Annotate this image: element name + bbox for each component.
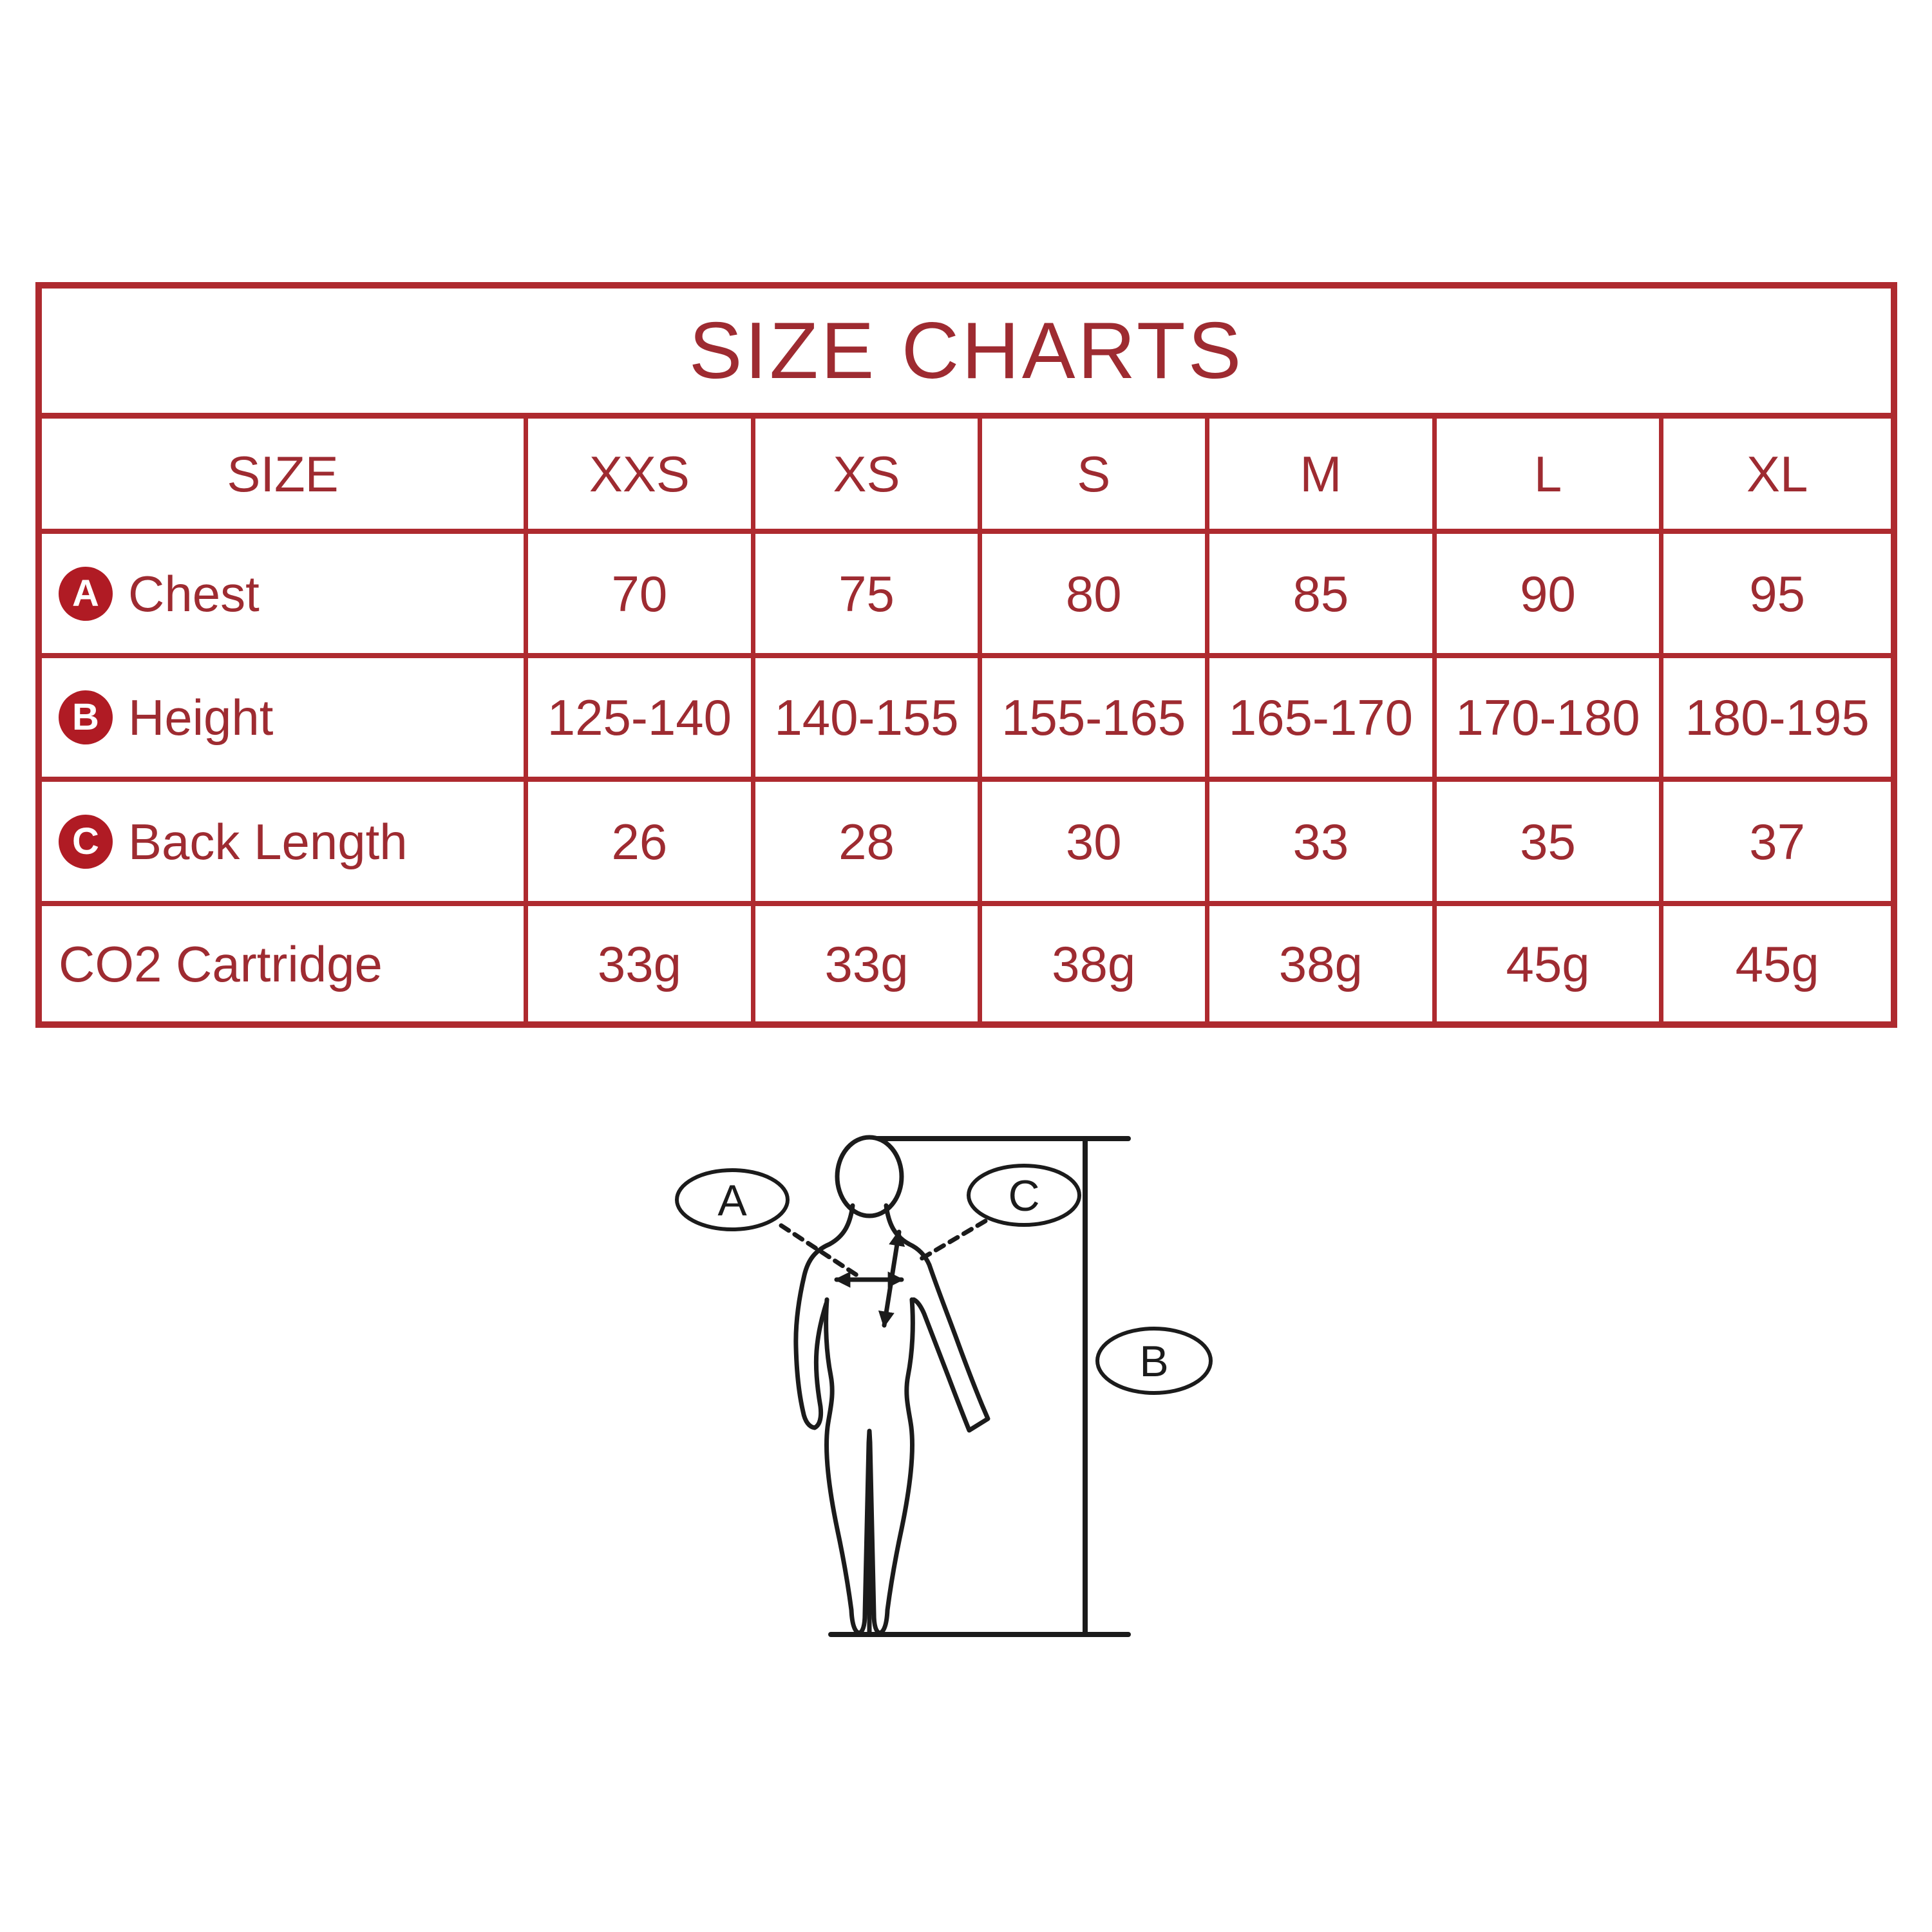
header-l: L bbox=[1436, 419, 1664, 534]
cell-height-xxs: 125-140 bbox=[528, 658, 755, 782]
cell-height-l: 170-180 bbox=[1436, 658, 1664, 782]
cell-chest-l: 90 bbox=[1436, 534, 1664, 658]
back-length-measure-arrow bbox=[878, 1229, 905, 1328]
size-chart-table: SIZE CHARTS SIZE XXS XS S M L XL A Chest… bbox=[35, 282, 1897, 1028]
mannequin-head bbox=[835, 1135, 904, 1218]
label-c-ellipse: C bbox=[967, 1164, 1081, 1227]
label-c-text: C bbox=[1008, 1171, 1039, 1220]
label-b-ellipse: B bbox=[1095, 1327, 1213, 1395]
mannequin-right-arm bbox=[884, 1203, 990, 1433]
row-label-text: Height bbox=[128, 689, 274, 746]
table-title: SIZE CHARTS bbox=[42, 289, 1891, 419]
pointer-line-a bbox=[779, 1223, 862, 1280]
label-b-text: B bbox=[1139, 1337, 1168, 1386]
header-xs: XS bbox=[755, 419, 983, 534]
pointer-line-c bbox=[917, 1218, 988, 1262]
cell-chest-xxs: 70 bbox=[528, 534, 755, 658]
row-label-co2-cartridge: CO2 Cartridge bbox=[42, 906, 529, 1021]
header-m: M bbox=[1209, 419, 1437, 534]
row-label-height: B Height bbox=[42, 658, 529, 782]
header-s: S bbox=[982, 419, 1210, 534]
mannequin-figure bbox=[793, 1135, 990, 1636]
badge-a: A bbox=[59, 566, 113, 621]
row-label-text: CO2 Cartridge bbox=[59, 935, 383, 992]
header-size: SIZE bbox=[42, 419, 529, 534]
row-label-text: Back Length bbox=[128, 813, 408, 870]
cell-co2-l: 45g bbox=[1437, 906, 1664, 1021]
measurement-diagram: A C B bbox=[675, 1135, 1213, 1637]
header-xl: XL bbox=[1663, 419, 1891, 534]
badge-b: B bbox=[59, 690, 113, 744]
cell-co2-xs: 33g bbox=[755, 906, 983, 1021]
cell-back-m: 33 bbox=[1209, 782, 1437, 906]
cell-back-xl: 37 bbox=[1663, 782, 1891, 906]
cell-height-m: 165-170 bbox=[1209, 658, 1437, 782]
cell-chest-xs: 75 bbox=[755, 534, 983, 658]
cell-co2-xl: 45g bbox=[1735, 935, 1819, 992]
cell-chest-xl: 95 bbox=[1663, 534, 1891, 658]
label-a-ellipse: A bbox=[675, 1168, 790, 1231]
cell-height-s: 155-165 bbox=[982, 658, 1210, 782]
cell-co2-m: 38g bbox=[1209, 906, 1437, 1021]
cell-back-xs: 28 bbox=[755, 782, 983, 906]
row-label-back-length: C Back Length bbox=[42, 782, 529, 906]
label-a-text: A bbox=[717, 1176, 747, 1225]
badge-c: C bbox=[59, 814, 113, 869]
cell-back-s: 30 bbox=[982, 782, 1210, 906]
cell-chest-s: 80 bbox=[982, 534, 1210, 658]
row-label-text: Chest bbox=[128, 565, 260, 622]
cell-back-xxs: 26 bbox=[528, 782, 755, 906]
header-xxs: XXS bbox=[528, 419, 755, 534]
row-label-chest: A Chest bbox=[42, 534, 529, 658]
cell-height-xs: 140-155 bbox=[755, 658, 983, 782]
cell-co2-s: 38g bbox=[982, 906, 1210, 1021]
cell-height-xl: 180-195 bbox=[1663, 658, 1891, 782]
cell-chest-m: 85 bbox=[1209, 534, 1437, 658]
cell-back-l: 35 bbox=[1436, 782, 1664, 906]
cell-co2-xxs: 33g bbox=[528, 906, 755, 1021]
mannequin-left-arm bbox=[793, 1203, 855, 1430]
